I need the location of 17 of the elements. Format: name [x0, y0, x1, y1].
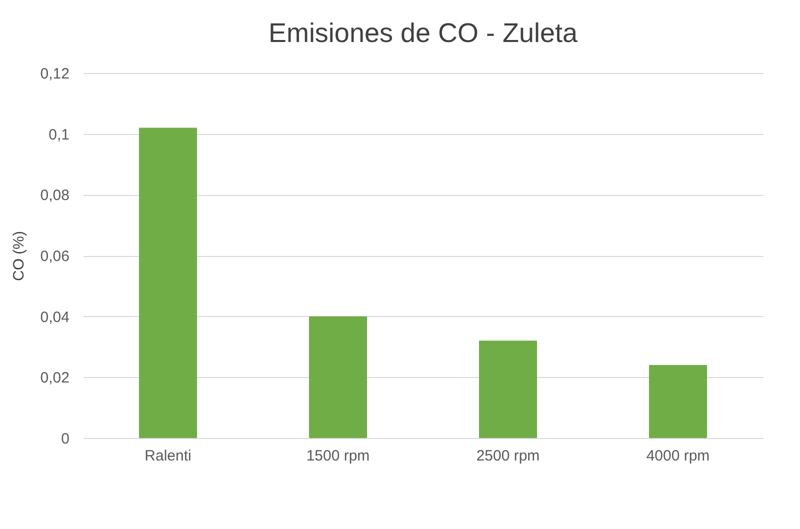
chart-title: Emisiones de CO - Zuleta: [268, 18, 579, 48]
y-tick-label: 0,02: [40, 370, 70, 387]
x-tick-label: 2500 rpm: [476, 448, 540, 464]
y-axis-title: CO (%): [10, 231, 28, 281]
y-tick-label: 0,04: [40, 308, 70, 326]
y-tick-label: 0,08: [40, 187, 70, 204]
y-tick-label: 0: [61, 430, 70, 448]
y-tick-label: 0,06: [40, 248, 70, 265]
x-tick-label: Ralenti: [144, 448, 192, 464]
x-tick-label: 4000 rpm: [646, 448, 710, 464]
bar: [649, 365, 707, 438]
y-tick-label: 0,12: [40, 66, 70, 82]
x-tick-label: 1500 rpm: [306, 448, 370, 464]
bar: [309, 316, 367, 438]
bar: [479, 340, 537, 438]
y-tick-label: 0,1: [48, 126, 70, 144]
bar: [139, 128, 197, 438]
